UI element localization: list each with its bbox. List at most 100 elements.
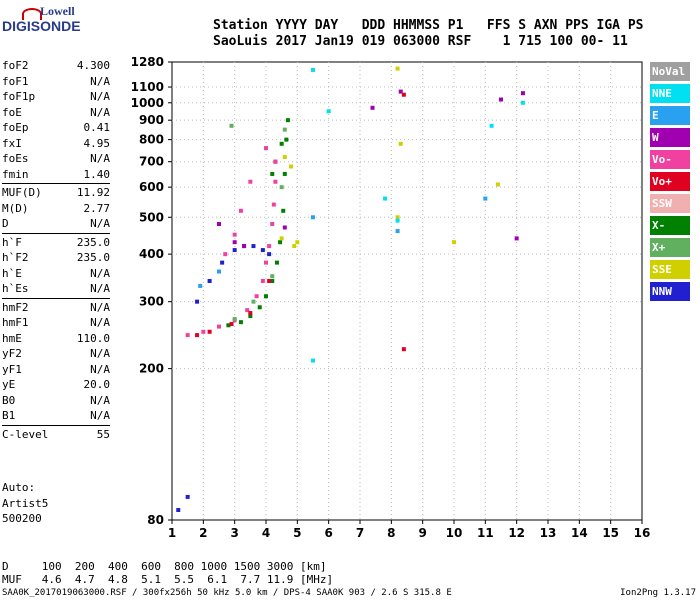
- param-name: foF1p: [2, 90, 36, 103]
- param-row: yF1 N/A: [2, 362, 110, 378]
- file-info: SAA0K_2017019063000.RSF / 300fx256h 50 k…: [2, 588, 452, 598]
- data-point: [248, 179, 253, 184]
- param-row: D N/A: [2, 216, 110, 232]
- data-point: [176, 507, 181, 512]
- param-value: 0.41: [83, 121, 111, 134]
- param-value: N/A: [90, 90, 110, 103]
- data-point: [292, 244, 297, 249]
- data-point: [217, 324, 221, 329]
- parameter-table: foF2 4.300 foF1 N/A foF1p N/A foE N/A foEp 0.41 fx…: [2, 58, 110, 442]
- data-point: [260, 278, 265, 283]
- data-point: [267, 244, 272, 249]
- version-label: Ion2Png 1.3.17: [620, 588, 696, 598]
- param-row: foF1 N/A: [2, 74, 110, 90]
- data-point: [284, 137, 289, 142]
- legend: NoVal NNE E W Vo- Vo+ SSW X- X+ SSE NNW: [650, 62, 690, 304]
- digisonde-logo: Lowell DIGISONDE: [2, 4, 81, 38]
- param-name: yE: [2, 378, 16, 391]
- param-name: h`F2: [2, 251, 29, 264]
- param-row: hmF2 N/A: [2, 300, 110, 316]
- data-point: [264, 294, 268, 299]
- data-point: [295, 240, 300, 245]
- data-point: [207, 329, 212, 334]
- param-value: N/A: [90, 282, 110, 295]
- data-point: [254, 294, 259, 299]
- data-point: [274, 260, 279, 265]
- param-row: fxI 4.95: [2, 136, 110, 152]
- param-value: N/A: [90, 393, 110, 407]
- logo-text-top: Lowell: [40, 4, 75, 18]
- data-point: [495, 182, 500, 187]
- data-point: [232, 248, 237, 253]
- y-tick-label: 300: [139, 295, 164, 309]
- data-point: [270, 274, 275, 279]
- param-row: MUF(D) 11.92: [2, 185, 110, 201]
- legend-entry: Vo+: [650, 172, 690, 191]
- legend-entry: X+: [650, 238, 690, 257]
- param-row: h`F2 235.0: [2, 250, 110, 266]
- data-point: [289, 164, 294, 169]
- param-value: 55: [96, 427, 110, 441]
- param-name: foE: [2, 105, 22, 119]
- x-tick-label: 13: [540, 526, 557, 540]
- data-point: [207, 278, 212, 283]
- param-value: 4.95: [83, 136, 111, 150]
- data-point: [229, 123, 234, 128]
- param-row: hmE 110.0: [2, 331, 110, 347]
- param-name: foF1: [2, 74, 29, 88]
- param-name: hmF1: [2, 316, 29, 329]
- x-tick-label: 9: [418, 526, 426, 540]
- param-row: C-level 55: [2, 427, 110, 443]
- param-value: N/A: [90, 217, 110, 230]
- data-point: [483, 196, 488, 201]
- y-tick-label: 1000: [131, 96, 164, 110]
- data-point: [279, 141, 284, 146]
- data-point: [395, 218, 400, 223]
- param-value: 1.40: [83, 167, 111, 181]
- data-point: [201, 329, 206, 334]
- param-name: M(D): [2, 201, 29, 215]
- data-point: [195, 299, 200, 304]
- y-tick-label: 900: [139, 113, 164, 127]
- param-name: C-level: [2, 427, 49, 441]
- legend-entry: NNW: [650, 282, 690, 301]
- param-name: yF1: [2, 362, 22, 376]
- param-name: foF2: [2, 59, 29, 72]
- data-point: [279, 185, 284, 190]
- data-point: [229, 322, 234, 327]
- param-value: 2.77: [83, 201, 111, 215]
- muf-frequency-row: MUF 4.6 4.7 4.8 5.1 5.5 6.1 7.7 11.9 [MH…: [2, 573, 334, 586]
- param-value: N/A: [90, 347, 110, 360]
- y-tick-label: 400: [139, 247, 164, 261]
- data-point: [383, 196, 388, 201]
- param-row: yF2 N/A: [2, 346, 110, 362]
- data-point: [398, 141, 403, 146]
- x-tick-label: 6: [324, 526, 332, 540]
- param-name: MUF(D): [2, 186, 42, 199]
- x-tick-label: 15: [602, 526, 619, 540]
- data-point: [520, 100, 525, 105]
- data-point: [282, 225, 287, 230]
- legend-entry: Vo-: [650, 150, 690, 169]
- data-point: [270, 171, 275, 176]
- x-tick-label: 7: [356, 526, 364, 540]
- data-point: [217, 269, 221, 274]
- muf-distance-row: D 100 200 400 600 800 1000 1500 3000 [km…: [2, 560, 327, 573]
- param-name: h`Es: [2, 282, 29, 295]
- logo-mark: [22, 8, 42, 20]
- param-name: h`F: [2, 235, 22, 249]
- param-row: foEs N/A: [2, 151, 110, 167]
- data-point: [285, 118, 290, 123]
- data-point: [514, 236, 519, 241]
- data-point: [251, 299, 256, 304]
- data-point: [452, 240, 456, 245]
- param-value: 235.0: [76, 251, 110, 264]
- data-point: [251, 244, 256, 249]
- param-value: 235.0: [76, 235, 110, 249]
- param-row: hmF1 N/A: [2, 315, 110, 331]
- auto-line: Auto:: [2, 481, 36, 494]
- header-line-2: SaoLuis 2017 Jan19 019 063000 RSF 1 715 …: [213, 34, 628, 49]
- legend-entry: W: [650, 128, 690, 147]
- param-separator: [2, 232, 110, 234]
- y-tick-label: 600: [139, 180, 164, 194]
